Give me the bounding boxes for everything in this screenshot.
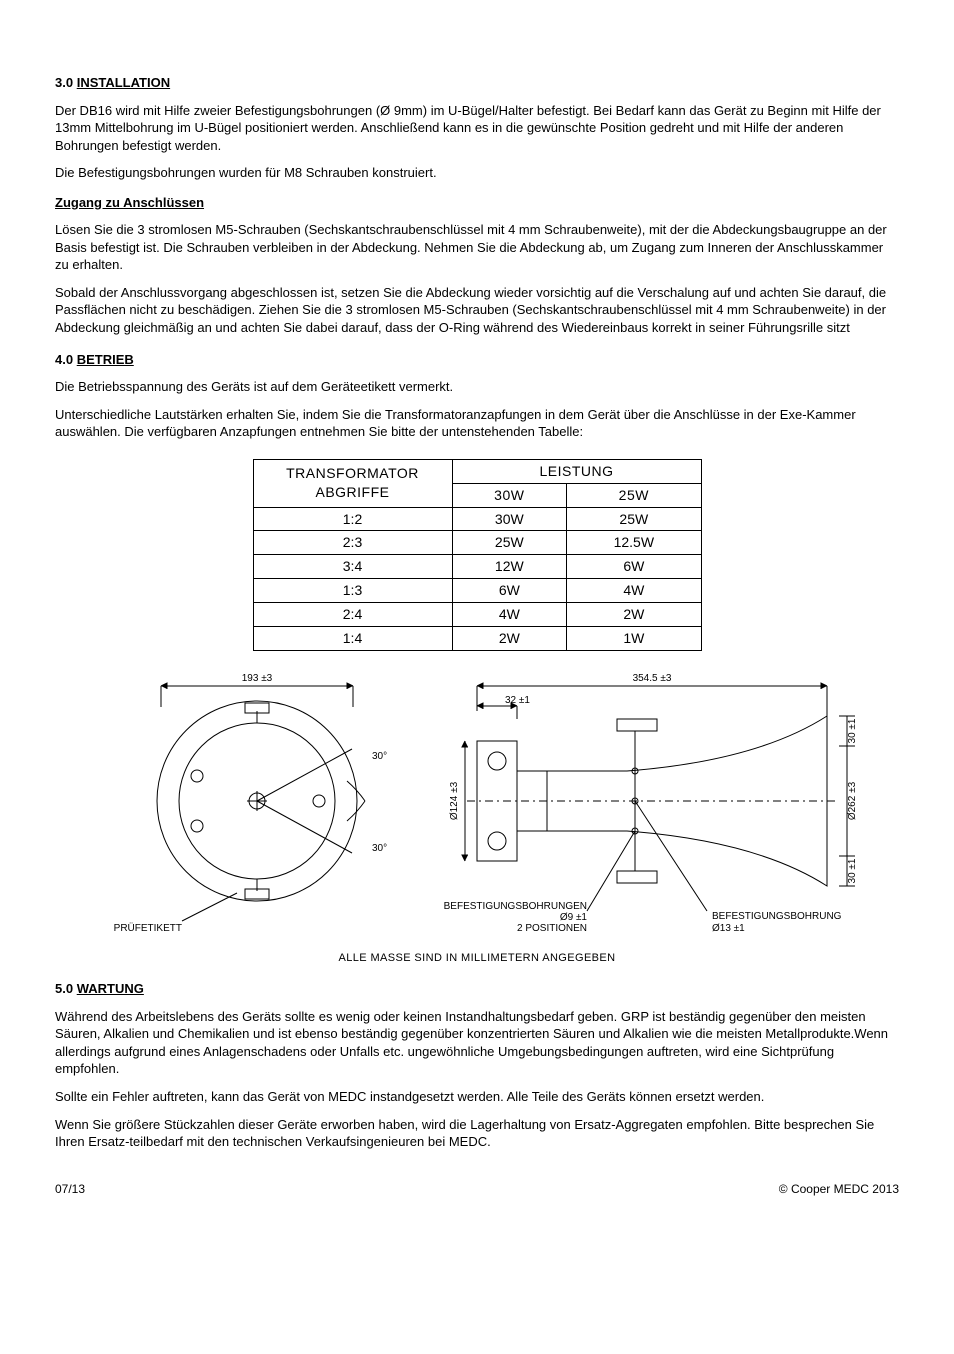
- table-row: 2:325W12.5W: [253, 531, 701, 555]
- s4-para-2: Unterschiedliche Lautstärken erhalten Si…: [55, 406, 899, 441]
- table-cell: 2W: [452, 626, 567, 650]
- table-cell: 2:4: [253, 603, 452, 627]
- footer-left: 07/13: [55, 1181, 85, 1197]
- dim-30b: 30 ±1: [847, 858, 857, 883]
- befest1-line3: 2 POSITIONEN: [517, 923, 587, 934]
- s5-para-2: Sollte ein Fehler auftreten, kann das Ge…: [55, 1088, 899, 1106]
- s5-para-3: Wenn Sie größere Stückzahlen dieser Gerä…: [55, 1116, 899, 1151]
- s3-para-2: Die Befestigungsbohrungen wurden für M8 …: [55, 164, 899, 182]
- s3-para-4: Sobald der Anschlussvorgang abgeschlosse…: [55, 284, 899, 337]
- col-b1: 30W: [452, 483, 567, 507]
- col-b-header: LEISTUNG: [452, 459, 701, 483]
- table-row: 1:42W1W: [253, 626, 701, 650]
- section-5-num: 5.0: [55, 981, 73, 996]
- section-5-heading: 5.0 WARTUNG: [55, 980, 899, 998]
- col-a-header: TRANSFORMATOR ABGRIFFE: [253, 459, 452, 507]
- dim-124: Ø124 ±3: [449, 781, 460, 820]
- table-row: 3:412W6W: [253, 555, 701, 579]
- power-table: TRANSFORMATOR ABGRIFFE LEISTUNG 30W 25W …: [253, 459, 702, 651]
- section-3-heading: 3.0 INSTALLATION: [55, 74, 899, 92]
- table-cell: 4W: [452, 603, 567, 627]
- dim-30a: 30 ±1: [847, 718, 857, 743]
- section-4-title: BETRIEB: [77, 352, 134, 367]
- section-4-num: 4.0: [55, 352, 73, 367]
- angle-bottom: 30°: [372, 843, 387, 854]
- section-3-title: INSTALLATION: [77, 75, 170, 90]
- s3-para-3: Lösen Sie die 3 stromlosen M5-Schrauben …: [55, 221, 899, 274]
- table-cell: 6W: [567, 555, 701, 579]
- section-4-heading: 4.0 BETRIEB: [55, 351, 899, 369]
- table-cell: 12W: [452, 555, 567, 579]
- s5-para-1: Während des Arbeitslebens des Geräts sol…: [55, 1008, 899, 1078]
- table-cell: 12.5W: [567, 531, 701, 555]
- table-cell: 30W: [452, 507, 567, 531]
- table-cell: 1:4: [253, 626, 452, 650]
- table-cell: 1:2: [253, 507, 452, 531]
- s3-subheading: Zugang zu Anschlüssen: [55, 194, 899, 212]
- technical-diagram: 193 ±3 30° 30° PRÜFETIKETT: [97, 661, 857, 946]
- table-cell: 3:4: [253, 555, 452, 579]
- table-row: 1:36W4W: [253, 579, 701, 603]
- befest1-line1: BEFESTIGUNGSBOHRUNGEN: [444, 901, 587, 912]
- table-cell: 25W: [452, 531, 567, 555]
- table-cell: 6W: [452, 579, 567, 603]
- table-cell: 2W: [567, 603, 701, 627]
- page-footer: 07/13 © Cooper MEDC 2013: [55, 1181, 899, 1197]
- table-cell: 1:3: [253, 579, 452, 603]
- befest2-line1: BEFESTIGUNGSBOHRUNG: [712, 911, 842, 922]
- s3-para-1: Der DB16 wird mit Hilfe zweier Befestigu…: [55, 102, 899, 155]
- diagram-caption: ALLE MASSE SIND IN MILLIMETERN ANGEGEBEN: [55, 951, 899, 966]
- table-cell: 2:3: [253, 531, 452, 555]
- dim-262: Ø262 ±3: [847, 781, 857, 820]
- table-row: 2:44W2W: [253, 603, 701, 627]
- angle-top: 30°: [372, 751, 387, 762]
- pruefetikett-label: PRÜFETIKETT: [114, 922, 182, 934]
- table-header-row-1: TRANSFORMATOR ABGRIFFE LEISTUNG: [253, 459, 701, 483]
- col-b2: 25W: [567, 483, 701, 507]
- befest1-line2: Ø9 ±1: [560, 912, 588, 923]
- table-cell: 1W: [567, 626, 701, 650]
- section-5-title: WARTUNG: [77, 981, 144, 996]
- section-3-num: 3.0: [55, 75, 73, 90]
- table-row: 1:230W25W: [253, 507, 701, 531]
- table-cell: 4W: [567, 579, 701, 603]
- dim-3545: 354.5 ±3: [633, 673, 672, 684]
- s4-para-1: Die Betriebsspannung des Geräts ist auf …: [55, 378, 899, 396]
- dim-32: 32 ±1: [505, 695, 530, 706]
- dim-193: 193 ±3: [242, 673, 273, 684]
- table-cell: 25W: [567, 507, 701, 531]
- footer-right: © Cooper MEDC 2013: [779, 1181, 899, 1197]
- befest2-line2: Ø13 ±1: [712, 923, 745, 934]
